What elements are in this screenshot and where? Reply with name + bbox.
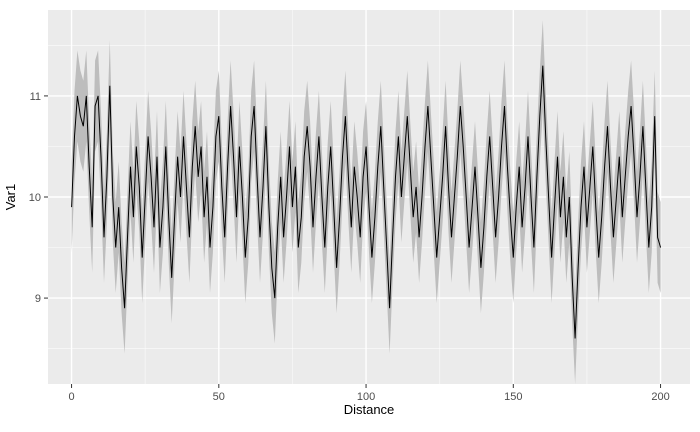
- axis-ticks: [44, 95, 662, 388]
- y-tick-label: 9: [35, 293, 41, 305]
- x-tick-label: 100: [357, 391, 375, 403]
- x-tick-label: 150: [504, 391, 522, 403]
- y-tick-label: 10: [29, 192, 41, 204]
- axis-tick-labels: 0 50 100 150 200 9 10 11: [29, 91, 670, 403]
- x-axis-title: Distance: [344, 402, 395, 417]
- data-line: [71, 65, 662, 339]
- y-axis-title: Var1: [3, 184, 18, 211]
- series-layer: [71, 20, 662, 384]
- x-tick-label: 50: [213, 391, 225, 403]
- x-tick-label: 200: [651, 391, 669, 403]
- confidence-ribbon: [71, 20, 661, 384]
- x-tick-label: 0: [68, 391, 74, 403]
- y-tick-label: 11: [30, 91, 41, 103]
